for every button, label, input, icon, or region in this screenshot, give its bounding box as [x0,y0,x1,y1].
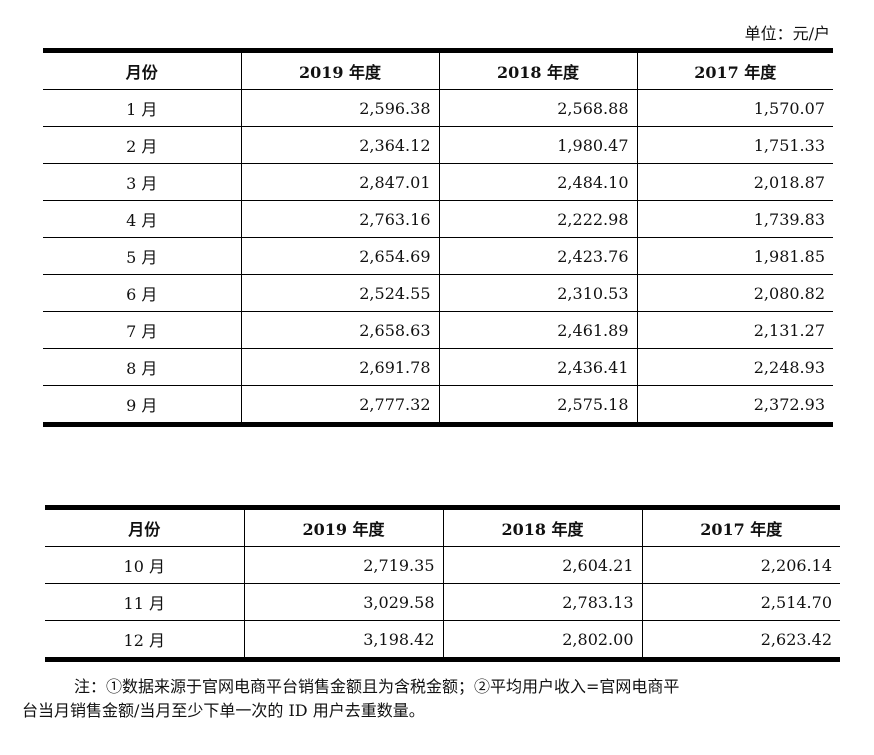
unit-label: 单位：元/户 [744,24,830,43]
month-cell: 7 月 [43,311,241,349]
header-2018: 2018 年度 [442,507,642,547]
value-cell: 3,029.58 [243,583,443,621]
table-row: 7 月 2,658.63 2,461.89 2,131.27 [43,311,833,349]
month-cell: 11 月 [45,583,244,621]
value-cell: 1,980.47 [438,126,637,164]
value-cell: 2,783.13 [442,583,642,621]
value-cell: 2,604.21 [442,546,642,584]
value-cell: 1,570.07 [636,89,833,127]
header-2017: 2017 年度 [636,50,833,90]
value-cell: 2,847.01 [240,163,439,201]
value-cell: 2,436.41 [438,348,637,386]
value-cell: 2,802.00 [442,620,642,662]
header-2018: 2018 年度 [438,50,637,90]
value-cell: 2,658.63 [240,311,439,349]
header-month: 月份 [43,50,241,90]
value-cell: 2,423.76 [438,237,637,275]
value-cell: 2,484.10 [438,163,637,201]
table-header-row: 月份 2019 年度 2018 年度 2017 年度 [43,50,833,90]
value-cell: 2,018.87 [636,163,833,201]
value-cell: 2,131.27 [636,311,833,349]
value-cell: 2,372.93 [636,385,833,427]
month-cell: 3 月 [43,163,241,201]
value-cell: 2,248.93 [636,348,833,386]
footnote-line-2: 台当月销售金额/当月至少下单一次的 ID 用户去重数量。 [22,701,425,720]
value-cell: 1,739.83 [636,200,833,238]
header-month: 月份 [45,507,244,547]
month-cell: 5 月 [43,237,241,275]
table-row: 8 月 2,691.78 2,436.41 2,248.93 [43,348,833,386]
value-cell: 2,719.35 [243,546,443,584]
header-2019: 2019 年度 [240,50,439,90]
table-row: 3 月 2,847.01 2,484.10 2,018.87 [43,163,833,201]
table-row: 11 月 3,029.58 2,783.13 2,514.70 [45,583,840,621]
month-cell: 10 月 [45,546,244,584]
header-2019: 2019 年度 [243,507,443,547]
table-row: 10 月 2,719.35 2,604.21 2,206.14 [45,546,840,584]
value-cell: 2,691.78 [240,348,439,386]
table-row: 1 月 2,596.38 2,568.88 1,570.07 [43,89,833,127]
month-cell: 1 月 [43,89,241,127]
value-cell: 2,206.14 [641,546,840,584]
month-cell: 9 月 [43,385,241,427]
value-cell: 3,198.42 [243,620,443,662]
monthly-arpu-table-jan-sep: 月份 2019 年度 2018 年度 2017 年度 1 月 2,596.38 2,… [43,48,833,427]
month-cell: 8 月 [43,348,241,386]
value-cell: 2,310.53 [438,274,637,312]
monthly-arpu-table-oct-dec: 月份 2019 年度 2018 年度 2017 年度 10 月 2,719.35 2… [45,505,840,662]
value-cell: 2,524.55 [240,274,439,312]
footnote: 注：①数据来源于官网电商平台销售金额且为含税金额；②平均用户收入=官网电商平 台… [22,675,842,723]
month-cell: 2 月 [43,126,241,164]
value-cell: 2,364.12 [240,126,439,164]
month-cell: 6 月 [43,274,241,312]
month-cell: 12 月 [45,620,244,662]
value-cell: 1,751.33 [636,126,833,164]
table-row: 9 月 2,777.32 2,575.18 2,372.93 [43,385,833,427]
value-cell: 2,623.42 [641,620,840,662]
value-cell: 2,777.32 [240,385,439,427]
value-cell: 2,514.70 [641,583,840,621]
table-row: 12 月 3,198.42 2,802.00 2,623.42 [45,620,840,662]
table-header-row: 月份 2019 年度 2018 年度 2017 年度 [45,507,840,547]
footnote-line-1: 注：①数据来源于官网电商平台销售金额且为含税金额；②平均用户收入=官网电商平 [74,677,680,696]
value-cell: 2,080.82 [636,274,833,312]
table-row: 2 月 2,364.12 1,980.47 1,751.33 [43,126,833,164]
table-row: 4 月 2,763.16 2,222.98 1,739.83 [43,200,833,238]
month-cell: 4 月 [43,200,241,238]
value-cell: 2,654.69 [240,237,439,275]
table-row: 5 月 2,654.69 2,423.76 1,981.85 [43,237,833,275]
header-2017: 2017 年度 [641,507,840,547]
value-cell: 2,461.89 [438,311,637,349]
value-cell: 2,763.16 [240,200,439,238]
table-row: 6 月 2,524.55 2,310.53 2,080.82 [43,274,833,312]
value-cell: 1,981.85 [636,237,833,275]
value-cell: 2,575.18 [438,385,637,427]
value-cell: 2,596.38 [240,89,439,127]
value-cell: 2,222.98 [438,200,637,238]
value-cell: 2,568.88 [438,89,637,127]
